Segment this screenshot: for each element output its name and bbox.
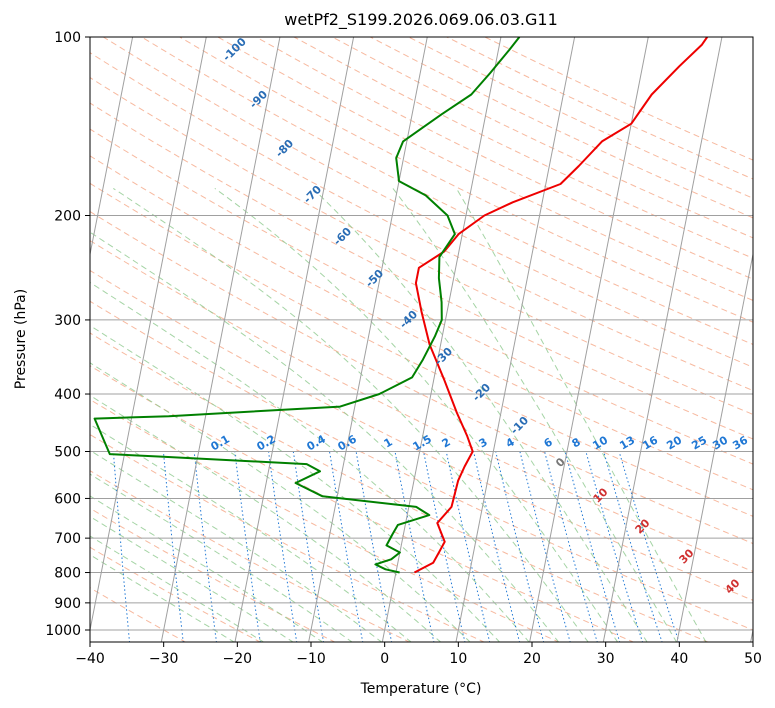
- dry-adiabat-line: [90, 269, 753, 601]
- moist-adiabat-line: [312, 188, 648, 642]
- mixing-ratio-line: [585, 451, 644, 642]
- moist-adiabat-line: [90, 394, 442, 642]
- mixing-ratio-line: [234, 451, 261, 642]
- y-tick-label: 900: [54, 596, 81, 612]
- moist-adiabat-line: [90, 473, 353, 642]
- dry-adiabat-line: [90, 433, 486, 642]
- isotherm-line: [602, 37, 723, 642]
- dry-adiabat-line: [90, 332, 710, 642]
- x-tick-label: −30: [149, 651, 179, 667]
- moist-adiabat-line: [455, 188, 707, 642]
- dry-adiabat-line: [141, 37, 753, 346]
- moist-adiabat-line: [90, 495, 324, 642]
- dry-adiabat-line: [90, 240, 753, 573]
- isotherm-line: [234, 37, 355, 642]
- moist-adiabat-line: [90, 231, 560, 642]
- y-tick-label: 700: [54, 531, 81, 547]
- mixing-ratio-line: [394, 451, 435, 642]
- x-tick-label: 10: [449, 651, 467, 667]
- moist-adiabat-line: [392, 188, 678, 642]
- isotherm-line: [676, 251, 753, 642]
- mixing-ratio-line: [473, 451, 521, 642]
- plot-frame: [89, 36, 754, 643]
- dry-adiabat-line: [90, 182, 753, 517]
- x-tick-label: −40: [75, 651, 105, 667]
- mixing-ratio-line: [564, 451, 621, 642]
- dry-adiabat-line: [179, 37, 753, 323]
- mixing-ratio-line: [423, 451, 466, 642]
- dewpoint-profile-line: [93, 37, 521, 574]
- x-tick-label: −20: [223, 651, 253, 667]
- x-tick-label: −10: [296, 651, 326, 667]
- y-tick-label: 100: [54, 30, 81, 46]
- background-lines: [90, 37, 753, 642]
- dry-adiabat-line: [90, 300, 753, 631]
- isotherm-line: [529, 37, 649, 642]
- y-axis-title: Pressure (hPa): [13, 289, 29, 389]
- dry-adiabat-line: [90, 398, 560, 642]
- x-tick-label: 20: [523, 651, 541, 667]
- isotherm-line: [90, 37, 207, 633]
- isotherm-line: [455, 37, 576, 642]
- y-tick-label: 800: [54, 566, 81, 582]
- y-tick-label: 200: [54, 209, 81, 225]
- y-tick-label: 1000: [45, 623, 81, 639]
- isotherm-line: [160, 37, 281, 642]
- dry-adiabat-line: [90, 52, 753, 392]
- mixing-ratio-line: [162, 451, 184, 642]
- mixing-ratio-line: [268, 451, 298, 642]
- dry-adiabat-line: [90, 76, 753, 415]
- mixing-ratio-line: [603, 451, 663, 642]
- moist-adiabat-line: [90, 449, 383, 642]
- x-tick-label: 0: [380, 651, 389, 667]
- moist-adiabat-line: [90, 362, 471, 642]
- mixing-ratio-line: [618, 451, 680, 642]
- moist-adiabat-line: [90, 554, 235, 642]
- x-axis-title: Temperature (°C): [360, 681, 482, 697]
- dry-adiabat-line: [90, 365, 635, 642]
- temperature-profile-line: [413, 37, 709, 574]
- dry-adiabat-line: [90, 507, 336, 642]
- mixing-ratio-line: [495, 451, 545, 642]
- profiles: [93, 37, 709, 574]
- y-tick-label: 400: [54, 387, 81, 403]
- isotherm-line: [90, 37, 134, 257]
- chart-title: wetPf2_S199.2026.069.06.03.G11: [284, 10, 558, 30]
- mixing-ratio-line: [193, 451, 217, 642]
- moist-adiabat-line: [90, 423, 412, 642]
- dry-adiabat-line: [90, 587, 187, 642]
- mixing-ratio-line: [544, 451, 598, 642]
- x-tick-label: 40: [670, 651, 688, 667]
- y-tick-label: 600: [54, 491, 81, 507]
- x-tick-label: 50: [744, 651, 762, 667]
- y-tick-label: 300: [54, 313, 81, 329]
- mixing-ratio-line: [519, 451, 571, 642]
- y-tick-label: 500: [54, 444, 81, 460]
- x-axis: −40 −30 −20 −10 0 10 20 30 40 50: [75, 642, 762, 667]
- isotherm-line: [308, 37, 428, 642]
- x-tick-label: 30: [597, 651, 615, 667]
- y-axis: 100 200 300 400 500 600 700 800 900 1000: [45, 30, 90, 639]
- dry-adiabat-line: [90, 155, 753, 491]
- isotherm-line: [381, 37, 502, 642]
